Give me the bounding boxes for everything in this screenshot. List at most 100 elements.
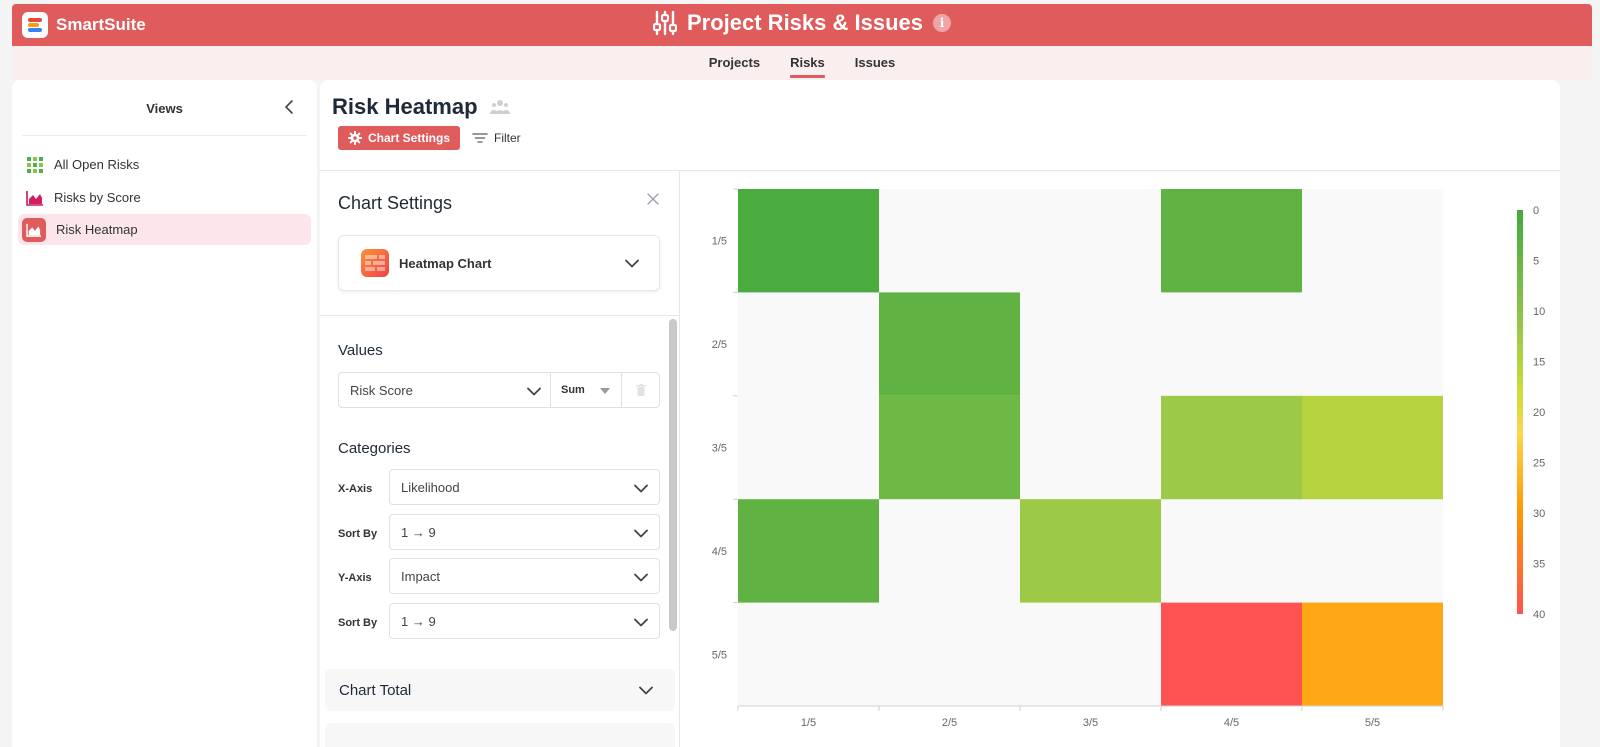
x-axis-value: Likelihood [401,479,460,495]
sidebar-title: Views [146,101,183,116]
y-axis-value: Impact [401,568,441,584]
sidebar-item-risks-by-score[interactable]: Risks by Score [18,182,311,213]
tab-bar: Projects Risks Issues [12,46,1592,80]
heatmap-cell[interactable] [738,189,879,293]
y-tick-label: 1/5 [712,236,727,248]
chevron-left-icon[interactable] [281,98,297,116]
heatmap-chart: 1/5 2/5 3/5 4/5 5/5 1/5 2/5 3/5 4/5 5/5 0 5 10 15 20 2… [681,172,1560,747]
sidebar-item-all-open-risks[interactable]: All Open Risks [18,149,311,180]
close-icon[interactable] [647,193,659,205]
sidebar-header: Views [22,80,307,136]
heatmap-cell[interactable] [1161,395,1302,500]
field-divider [550,373,551,407]
page-title: Project Risks & Issues i [12,10,1592,36]
toolbar-divider [320,170,1560,171]
y-sort-select[interactable]: 1 → 9 [389,603,660,639]
chevron-down-icon [634,484,648,493]
grid-view-icon [26,156,44,174]
heatmap-cell[interactable] [879,395,1020,500]
sidebar-item-label: All Open Risks [54,157,140,172]
y-sort-value: 1 → 9 [401,613,436,629]
legend-tick-label: 25 [1533,458,1545,470]
x-tick-label: 4/5 [1224,717,1239,729]
trash-icon[interactable] [636,384,646,396]
x-sort-label: Sort By [338,528,378,540]
shared-users-icon[interactable] [489,99,510,115]
x-sort-value: 1 → 9 [401,524,436,540]
categories-section-label: Categories [338,440,411,457]
brand[interactable]: SmartSuite [22,12,146,38]
chart-type-select[interactable]: Heatmap Chart [338,235,660,291]
next-settings-section[interactable] [325,723,675,747]
heatmap-svg: 1/5 2/5 3/5 4/5 5/5 1/5 2/5 3/5 4/5 5/5 0 5 10 15 20 2… [712,188,1545,729]
chevron-down-icon [639,686,653,695]
y-axis-label: Y-Axis [338,572,372,584]
brand-name: SmartSuite [56,15,146,34]
chevron-down-icon [527,387,541,396]
tab-projects[interactable]: Projects [708,55,761,70]
legend-tick-label: 0 [1533,205,1539,217]
heatmap-cell[interactable] [1020,499,1161,603]
x-tick-label: 3/5 [1083,717,1098,729]
info-icon[interactable]: i [933,14,951,32]
tab-issues[interactable]: Issues [854,55,896,70]
sidebar-item-label: Risk Heatmap [56,222,138,237]
chart-total-label: Chart Total [339,681,412,699]
y-sort-label: Sort By [338,617,378,629]
heatmap-cell[interactable] [1302,602,1443,706]
x-axis-label: X-Axis [338,483,373,495]
heatmap-view-icon [22,217,46,242]
sliders-icon [652,10,677,36]
legend-tick-label: 20 [1533,407,1545,419]
heatmap-cell[interactable] [738,499,879,603]
x-tick-label: 5/5 [1365,717,1380,729]
field-divider [621,373,622,407]
app-header: SmartSuite Project Risks & Issues i [12,4,1592,46]
sidebar-item-risk-heatmap[interactable]: Risk Heatmap [18,214,311,245]
heatmap-cell[interactable] [879,292,1020,396]
area-chart-icon [26,189,44,207]
smartsuite-logo-icon [22,12,48,38]
chart-settings-label: Chart Settings [368,131,451,145]
views-sidebar: Views All Open Risks Risks by Score [12,80,317,747]
y-axis-select[interactable]: Impact [389,558,660,594]
y-tick-label: 2/5 [712,339,727,351]
heatmap-cell[interactable] [1302,395,1443,500]
panel-scrollbar[interactable] [669,319,677,631]
chevron-down-icon [634,573,648,582]
legend-tick-label: 5 [1533,256,1539,268]
y-tick-label: 5/5 [712,649,727,661]
heatmap-chart-icon [361,249,389,277]
tab-risks[interactable]: Risks [790,55,825,78]
panel-title: Chart Settings [338,193,453,213]
filter-button[interactable]: Filter [472,126,521,150]
view-title: Risk Heatmap [332,94,510,120]
values-field-value: Risk Score [350,382,413,398]
chart-settings-panel: Chart Settings Heatmap Chart Values Risk… [320,171,680,747]
legend-tick-label: 15 [1533,357,1545,369]
heatmap-cell[interactable] [1161,602,1302,706]
gear-icon [348,131,362,145]
legend-tick-label: 40 [1533,609,1545,621]
legend-tick-label: 35 [1533,559,1545,571]
x-tick-label: 2/5 [942,717,957,729]
values-field-select[interactable]: Risk Score Sum [338,372,660,408]
x-sort-select[interactable]: 1 → 9 [389,514,660,550]
chevron-down-icon [634,618,648,627]
aggregation-select[interactable]: Sum [561,384,585,396]
x-axis-select[interactable]: Likelihood [389,469,660,505]
filter-icon [472,133,488,143]
legend-color-bar [1517,210,1523,614]
chart-total-section[interactable]: Chart Total [325,669,675,711]
filter-label: Filter [494,131,521,145]
chart-type-label: Heatmap Chart [399,255,492,271]
chevron-down-icon [634,529,648,538]
chart-settings-button[interactable]: Chart Settings [338,126,461,150]
sidebar-item-label: Risks by Score [54,190,141,205]
legend-tick-label: 30 [1533,508,1545,520]
chevron-down-icon [625,259,639,268]
view-title-text: Risk Heatmap [332,94,478,119]
caret-down-icon [600,388,610,394]
y-tick-label: 3/5 [712,443,727,455]
heatmap-cell[interactable] [1161,189,1302,293]
